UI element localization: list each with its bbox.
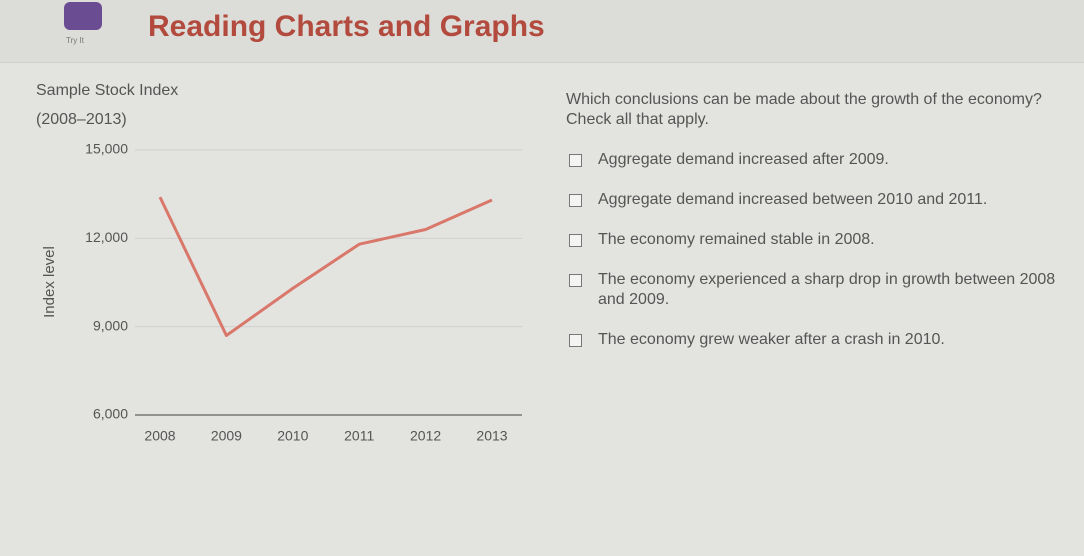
option-text[interactable]: The economy experienced a sharp drop in … xyxy=(598,271,1056,308)
page-title: Reading Charts and Graphs xyxy=(148,10,545,43)
chart: Sample Stock Index (2008–2013) Index lev… xyxy=(36,82,522,444)
y-tick-label: 12,000 xyxy=(85,229,128,245)
question: Which conclusions can be made about the … xyxy=(566,90,1056,350)
icon xyxy=(64,2,102,30)
checkbox[interactable] xyxy=(569,274,582,287)
icon-label: Try It xyxy=(66,36,84,45)
x-tick-label: 2009 xyxy=(211,428,242,444)
x-tick-label: 2011 xyxy=(344,428,374,444)
x-tick-label: 2013 xyxy=(476,428,507,444)
option[interactable]: Aggregate demand increased after 2009. xyxy=(566,150,1056,170)
chart-title: Sample Stock Index xyxy=(36,82,178,99)
option-text[interactable]: The economy remained stable in 2008. xyxy=(598,231,875,248)
x-tick-label: 2008 xyxy=(144,428,175,444)
option[interactable]: The economy grew weaker after a crash in… xyxy=(566,330,1056,350)
option[interactable]: Aggregate demand increased between 2010 … xyxy=(566,190,1056,210)
option[interactable]: The economy experienced a sharp drop in … xyxy=(566,270,1056,310)
y-axis-label: Index level xyxy=(41,246,58,318)
checkbox[interactable] xyxy=(569,194,582,207)
options: Aggregate demand increased after 2009. Ag… xyxy=(566,150,1056,350)
checkbox[interactable] xyxy=(569,334,582,347)
x-tick-label: 2012 xyxy=(410,428,441,444)
chart-subtitle: (2008–2013) xyxy=(36,111,127,128)
option-text[interactable]: Aggregate demand increased after 2009. xyxy=(598,151,889,168)
x-tick-label: 2010 xyxy=(277,428,308,444)
header: Try It Reading Charts and Graphs xyxy=(0,0,1084,63)
option-text[interactable]: The economy grew weaker after a crash in… xyxy=(598,331,945,348)
option-text[interactable]: Aggregate demand increased between 2010 … xyxy=(598,191,988,208)
y-tick-label: 15,000 xyxy=(85,141,128,157)
data-line xyxy=(158,196,493,337)
option[interactable]: The economy remained stable in 2008. xyxy=(566,230,1056,250)
checkbox[interactable] xyxy=(569,234,582,247)
checkbox[interactable] xyxy=(569,154,582,167)
prompt: Which conclusions can be made about the … xyxy=(566,91,1042,128)
y-tick-label: 6,000 xyxy=(93,406,128,422)
y-tick-label: 9,000 xyxy=(93,317,128,333)
